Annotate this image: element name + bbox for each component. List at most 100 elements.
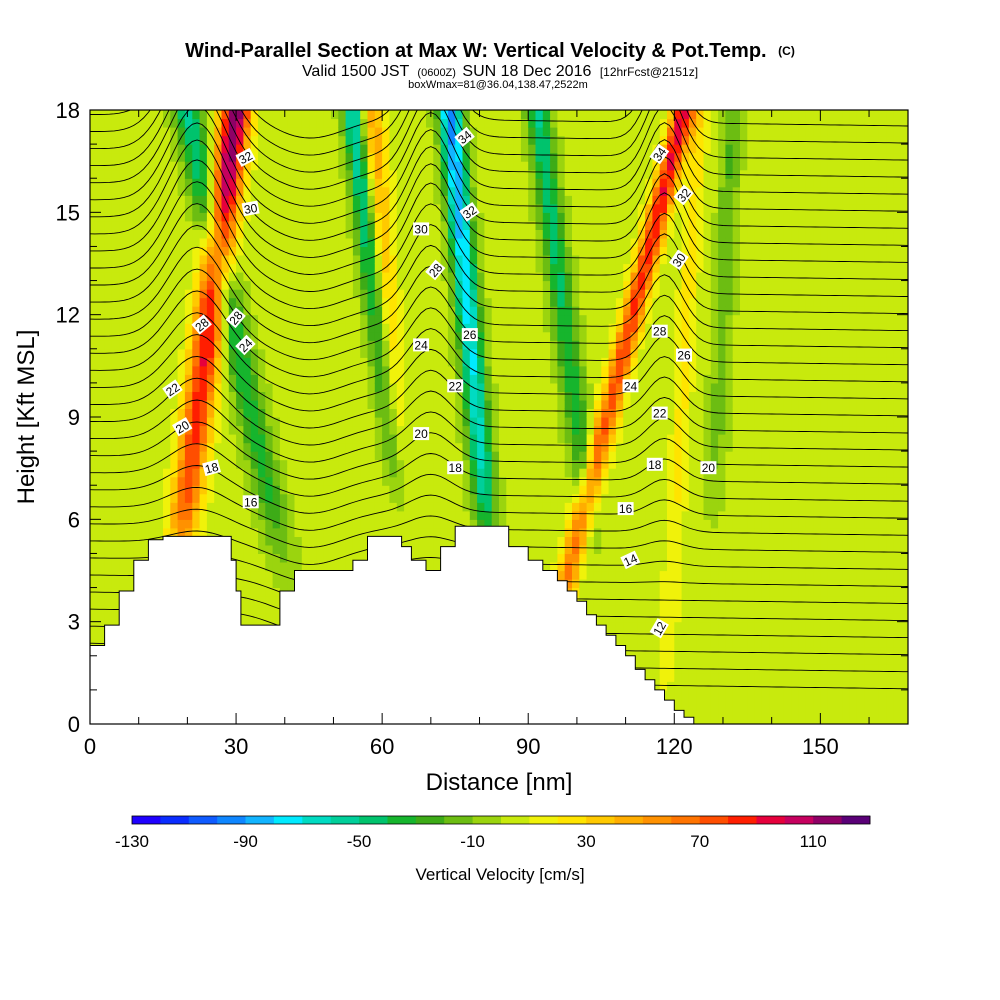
velocity-cell [484,272,493,282]
velocity-cell [331,323,339,333]
velocity-cell [506,229,515,239]
velocity-cell [141,255,149,265]
velocity-cell [352,255,361,265]
velocity-cell [214,297,223,307]
velocity-cell [528,178,537,188]
velocity-cell [564,203,573,213]
velocity-cell [243,357,252,367]
velocity-cell [499,399,507,409]
velocity-cell [258,408,266,418]
velocity-cell [418,255,427,265]
velocity-cell [586,536,595,546]
velocity-cell [184,118,193,128]
velocity-cell [309,118,317,128]
velocity-cell [258,340,266,350]
velocity-cell [214,152,223,162]
velocity-cell [192,289,201,299]
velocity-cell [294,161,303,171]
velocity-cell [572,459,580,469]
velocity-cell [155,323,164,333]
velocity-cell [221,289,230,299]
velocity-cell [316,323,325,333]
velocity-cell [104,323,113,333]
velocity-cell [579,357,588,367]
velocity-cell [418,544,427,554]
velocity-cell [440,365,449,375]
velocity-cell [323,425,332,435]
velocity-cell [572,186,580,196]
velocity-cell [192,459,201,469]
velocity-cell [214,186,223,196]
velocity-cell [141,169,149,179]
velocity-cell [440,212,449,222]
velocity-cell [491,272,500,282]
velocity-cell [287,459,296,469]
velocity-cell [141,340,149,350]
velocity-cell [316,306,325,316]
velocity-cell [126,195,135,205]
velocity-cell [214,493,223,503]
velocity-cell [535,348,544,358]
velocity-cell [338,365,347,375]
velocity-cell [447,195,456,205]
velocity-cell [272,442,281,452]
velocity-cell [440,399,449,409]
velocity-cell [360,493,369,503]
velocity-cell [557,152,566,162]
velocity-cell [309,255,317,265]
velocity-cell [279,220,288,230]
velocity-cell [586,272,595,282]
velocity-cell [477,340,485,350]
velocity-cell [360,110,369,120]
velocity-cell [352,263,361,273]
velocity-cell [462,144,471,154]
velocity-cell [316,434,325,444]
velocity-cell [477,110,485,120]
velocity-cell [184,169,193,179]
velocity-cell [411,502,420,512]
velocity-cell [206,169,215,179]
velocity-cell [119,476,128,486]
velocity-cell [258,434,266,444]
velocity-cell [367,527,376,537]
velocity-cell [418,459,427,469]
velocity-cell [323,365,332,375]
velocity-cell [258,161,266,171]
velocity-cell [236,135,244,145]
velocity-cell [170,186,179,196]
velocity-cell [426,374,434,384]
velocity-cell [506,391,515,401]
velocity-cell [520,289,529,299]
velocity-cell [104,476,113,486]
velocity-cell [550,263,558,273]
velocity-cell [528,374,537,384]
velocity-cell [455,144,464,154]
velocity-cell [520,144,529,154]
velocity-cell [126,391,135,401]
velocity-cell [345,442,354,452]
velocity-cell [199,220,208,230]
velocity-cell [440,425,449,435]
velocity-cell [520,127,529,137]
velocity-cell [404,306,412,316]
velocity-cell [126,203,135,213]
velocity-cell [287,203,296,213]
velocity-cell [316,527,325,537]
velocity-cell [396,152,405,162]
velocity-cell [272,263,281,273]
velocity-cell [579,374,588,384]
velocity-cell [155,510,164,520]
velocity-cell [155,527,164,537]
velocity-cell [338,510,347,520]
velocity-cell [155,476,164,486]
velocity-cell [133,468,142,478]
velocity-cell [491,255,500,265]
velocity-cell [535,203,544,213]
velocity-cell [418,195,427,205]
velocity-cell [447,510,456,520]
velocity-cell [469,340,478,350]
velocity-cell [206,186,215,196]
velocity-cell [528,169,537,179]
velocity-cell [309,417,317,427]
velocity-cell [199,348,208,358]
